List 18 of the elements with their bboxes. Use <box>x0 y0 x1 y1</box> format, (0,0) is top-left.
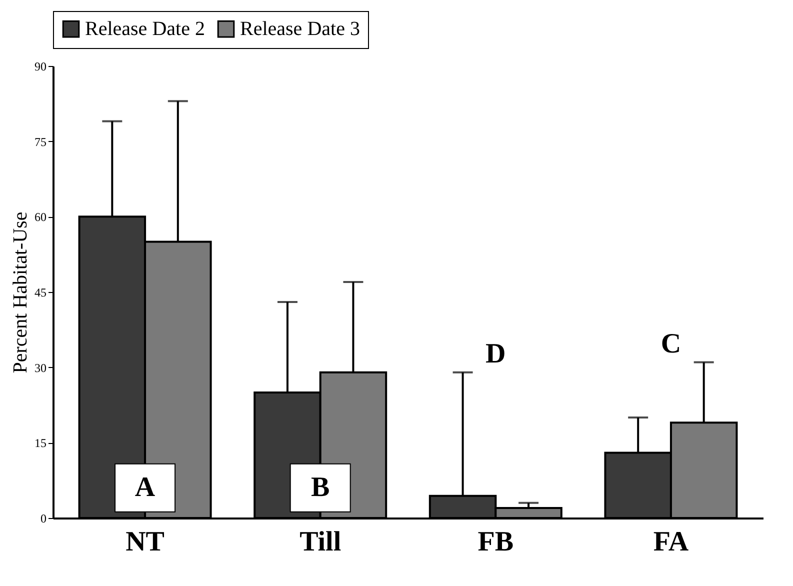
y-tick-label: 0 <box>40 512 46 526</box>
annotation: A <box>134 472 156 503</box>
y-axis-title: Percent Habitat-Use <box>10 212 32 374</box>
y-tick-label: 60 <box>34 210 46 224</box>
y-tick-label: 30 <box>34 360 46 375</box>
x-tick-label: FB <box>478 526 514 558</box>
y-tick-label: 75 <box>34 134 46 149</box>
annotation: B <box>311 472 330 503</box>
x-tick-label: Till <box>300 526 342 558</box>
legend-label: Release Date 2 <box>85 18 205 40</box>
y-tick-label: 15 <box>34 436 46 450</box>
y-tick-label: 90 <box>34 60 46 74</box>
annotation: D <box>486 338 506 370</box>
y-tick-label: 45 <box>34 286 46 300</box>
legend-label: Release Date 3 <box>240 18 360 40</box>
annotation: C <box>660 328 682 360</box>
x-tick-label: FA <box>653 526 690 558</box>
x-tick-label: NT <box>126 526 165 558</box>
